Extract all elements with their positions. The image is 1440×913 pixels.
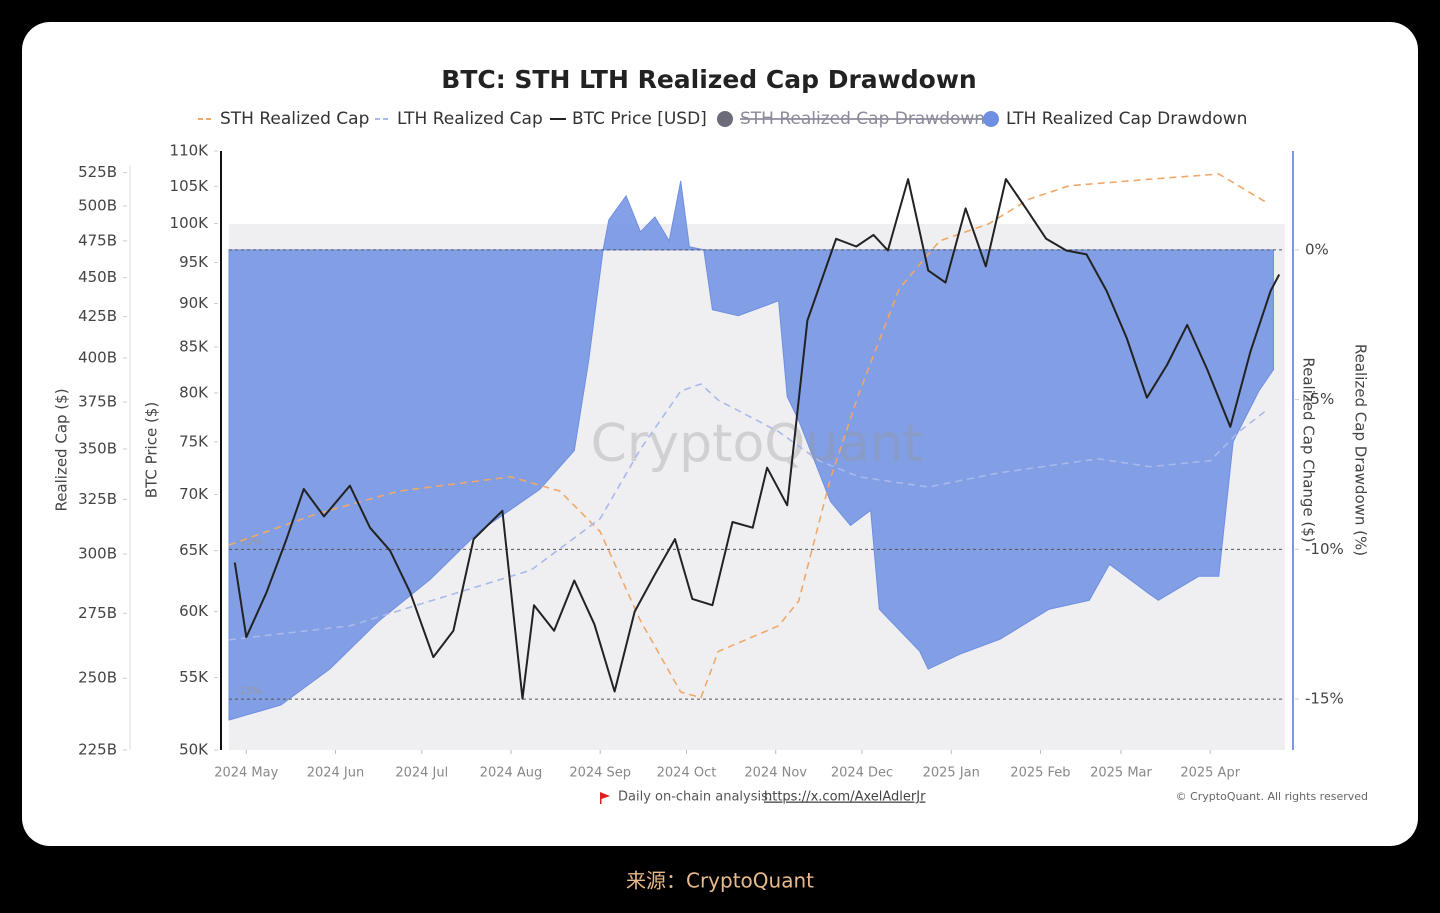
cap-axis-title: Realized Cap ($): [53, 388, 71, 511]
price-tick-label: 80K: [179, 383, 209, 401]
legend-swatch: [717, 111, 733, 127]
legend-label: STH Realized Cap Drawdown: [740, 109, 985, 129]
cap-tick-label: 225B: [78, 741, 117, 759]
price-axis-title: BTC Price ($): [143, 402, 161, 498]
x-tick-label: 2025 Jan: [923, 766, 980, 781]
legend-label: STH Realized Cap: [220, 109, 369, 129]
legend-label: LTH Realized Cap: [397, 109, 543, 129]
reference-label: -10%: [236, 536, 262, 547]
cap-tick-label: 250B: [78, 669, 117, 687]
reference-label: -15%: [236, 686, 262, 697]
price-tick-label: 100K: [170, 214, 210, 232]
x-tick-label: 2024 Nov: [744, 766, 807, 781]
price-tick-label: 85K: [179, 337, 209, 355]
cap-tick-label: 300B: [78, 544, 117, 562]
drawdown-axis-title: Realized Cap Drawdown (%): [1352, 344, 1370, 556]
drawdown-area: [228, 180, 1274, 721]
cap-tick-label: 500B: [78, 196, 117, 214]
x-tick-label: 2025 Feb: [1010, 766, 1070, 781]
drawdown-tick-label: -15%: [1305, 690, 1344, 708]
cap-line: [228, 383, 1269, 641]
cap-tick-label: 375B: [78, 392, 117, 410]
price-tick-label: 60K: [179, 602, 209, 620]
cap-tick-label: 275B: [78, 604, 117, 622]
price-tick-label: 70K: [179, 485, 209, 503]
x-tick-label: 2024 Dec: [831, 766, 893, 781]
x-tick-label: 2024 Aug: [480, 766, 543, 781]
legend-label: LTH Realized Cap Drawdown: [1006, 109, 1247, 129]
x-tick-label: 2025 Mar: [1090, 766, 1152, 781]
price-tick-label: 110K: [170, 142, 210, 160]
price-tick-label: 95K: [179, 253, 209, 271]
cap-tick-label: 400B: [78, 348, 117, 366]
chart-title: BTC: STH LTH Realized Cap Drawdown: [441, 65, 976, 94]
cap-tick-label: 450B: [78, 268, 117, 286]
x-tick-label: 2024 Sep: [569, 766, 631, 781]
footer-link[interactable]: https://x.com/AxelAdlerJr: [764, 790, 926, 805]
legend: STH Realized Cap LTH Realized Cap BTC Pric…: [198, 109, 1247, 129]
source-caption: 来源：CryptoQuant: [626, 869, 814, 893]
change-axis-title: Realized Cap Change ($): [1300, 357, 1318, 542]
flag-icon: [600, 792, 610, 804]
cap-tick-label: 350B: [78, 439, 117, 457]
price-line: [233, 178, 1281, 700]
price-tick-label: 65K: [179, 541, 209, 559]
cap-tick-label: 425B: [78, 307, 117, 325]
price-tick-label: 105K: [170, 177, 210, 195]
cap-line: [228, 173, 1269, 699]
x-tick-label: 2024 May: [214, 766, 278, 781]
drawdown-tick-label: -5%: [1305, 390, 1334, 408]
copyright: © CryptoQuant. All rights reserved: [1176, 790, 1368, 803]
cap-tick-label: 525B: [78, 163, 117, 181]
x-tick-label: 2024 Oct: [657, 766, 717, 781]
price-tick-label: 55K: [179, 668, 209, 686]
watermark: CryptoQuant: [591, 414, 924, 474]
price-tick-label: 50K: [179, 741, 209, 759]
footer-note: Daily on-chain analysis:: [618, 790, 772, 805]
plot: -10% -15% CryptoQuant: [228, 173, 1285, 721]
drawdown-tick-label: -10%: [1305, 540, 1344, 558]
x-tick-label: 2024 Jul: [395, 766, 448, 781]
cap-tick-label: 325B: [78, 490, 117, 508]
legend-swatch: [983, 111, 999, 127]
price-tick-label: 75K: [179, 432, 209, 450]
cap-tick-label: 475B: [78, 231, 117, 249]
x-tick-label: 2024 Jun: [307, 766, 365, 781]
drawdown-tick-label: 0%: [1305, 240, 1329, 258]
price-tick-label: 90K: [179, 294, 209, 312]
x-tick-label: 2025 Apr: [1180, 766, 1240, 781]
legend-label: BTC Price [USD]: [572, 109, 707, 129]
